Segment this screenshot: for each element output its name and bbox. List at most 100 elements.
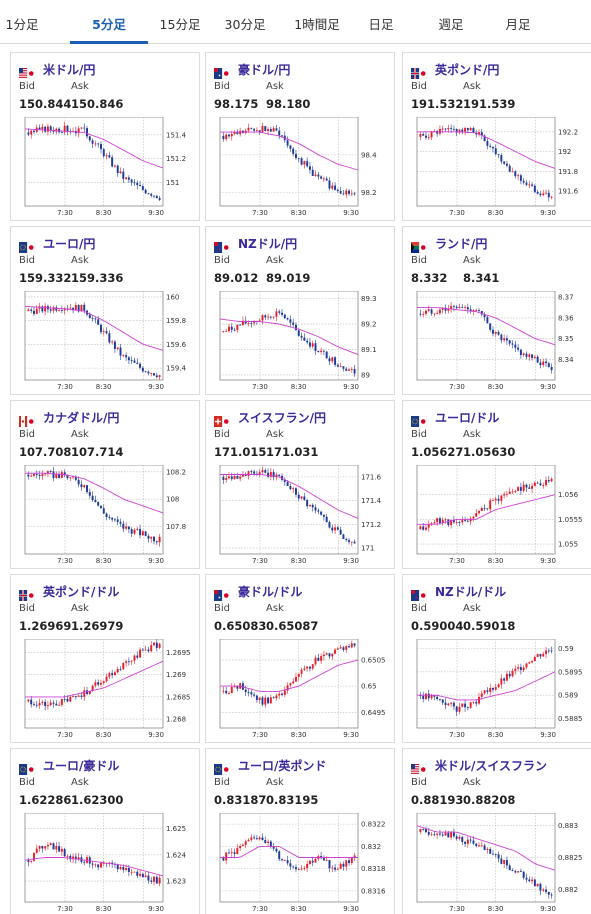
candlestick-chart[interactable]: 98.4 98.2 7:30 8:30 9:30 bbox=[206, 117, 396, 222]
pair-link[interactable]: スイスフラン/円 bbox=[214, 409, 327, 427]
pair-name[interactable]: NZドル/円 bbox=[238, 236, 298, 251]
candle-body bbox=[55, 703, 58, 706]
pair-link[interactable]: 英ポンド/ドル bbox=[19, 583, 120, 601]
pair-name[interactable]: 豪ドル/ドル bbox=[238, 584, 303, 599]
tab-3[interactable]: 30分足 bbox=[224, 17, 266, 32]
candle-body bbox=[522, 180, 525, 183]
x-tick-label: 9:30 bbox=[540, 209, 556, 217]
pair-link[interactable]: 英ポンド/円 bbox=[411, 61, 500, 79]
pair-name[interactable]: ユーロ/円 bbox=[43, 236, 96, 251]
rate-card[interactable]: NZドル/円 Bid Ask 89.012 89.019 89.3 89.2 89.1 89 7:… bbox=[205, 226, 395, 395]
rate-card[interactable]: 米ドル/スイスフラン Bid Ask 0.88193 0.88208 0.883 0.882… bbox=[402, 748, 591, 914]
pair-name[interactable]: スイスフラン/円 bbox=[238, 410, 327, 425]
candlestick-chart[interactable]: 8.37 8.36 8.35 8.34 7:30 8:30 9:30 bbox=[403, 291, 591, 396]
candle-body bbox=[250, 471, 253, 472]
candle-body bbox=[514, 490, 517, 492]
candle-body bbox=[222, 857, 225, 861]
candle-body bbox=[466, 307, 469, 310]
candle-body bbox=[295, 676, 297, 682]
x-tick-label: 9:30 bbox=[540, 905, 556, 913]
rate-card[interactable]: ランド/円 Bid Ask 8.332 8.341 8.37 8.36 8.35 8.34 7:3… bbox=[402, 226, 591, 395]
pair-link[interactable]: 米ドル/スイスフラン bbox=[411, 757, 548, 775]
candlestick-chart[interactable]: 0.59 0.5895 0.589 0.5885 7:30 8:30 9:30 bbox=[403, 639, 591, 744]
candle-body bbox=[478, 696, 480, 704]
candle-body bbox=[33, 852, 35, 861]
tab-1[interactable]: 5分足 bbox=[70, 0, 148, 44]
tab-2[interactable]: 15分足 bbox=[159, 17, 201, 32]
tab-5[interactable]: 日足 bbox=[368, 17, 394, 32]
candlestick-chart[interactable]: 0.883 0.8825 0.882 7:30 8:30 9:30 bbox=[403, 813, 591, 914]
pair-name[interactable]: ユーロ/豪ドル bbox=[43, 758, 120, 773]
candle-body bbox=[264, 315, 267, 318]
candle-body bbox=[264, 470, 267, 473]
candlestick-chart[interactable]: 171.6 171.4 171.2 171 7:30 8:30 9:30 bbox=[206, 465, 396, 570]
rate-card[interactable]: 英ポンド/ドル Bid Ask 1.26969 1.26979 1.2695 1.269 1.… bbox=[10, 574, 200, 743]
rate-card[interactable]: 豪ドル/円 Bid Ask 98.175 98.180 98.4 98.2 7:30 8:30 9… bbox=[205, 52, 395, 221]
rate-card[interactable]: ユーロ/ドル Bid Ask 1.05627 1.05630 1.056 1.0555 1.0… bbox=[402, 400, 591, 569]
tab-4[interactable]: 1時間足 bbox=[294, 17, 340, 32]
candle-body bbox=[233, 476, 236, 480]
tab-0[interactable]: 1分足 bbox=[5, 17, 39, 32]
candlestick-chart[interactable]: 151.4 151.2 151 7:30 8:30 9:30 bbox=[11, 117, 201, 222]
ask-value: 0.83195 bbox=[266, 793, 319, 807]
pair-name[interactable]: 米ドル/スイスフラン bbox=[435, 758, 548, 773]
rate-card[interactable]: スイスフラン/円 Bid Ask 171.015 171.031 171.6 171.4 17… bbox=[205, 400, 395, 569]
candle-body bbox=[472, 516, 475, 519]
candlestick-chart[interactable]: 89.3 89.2 89.1 89 7:30 8:30 9:30 bbox=[206, 291, 396, 396]
pair-link[interactable]: 豪ドル/ドル bbox=[214, 583, 303, 601]
flag-eu-icon bbox=[19, 760, 36, 775]
pair-link[interactable]: ユーロ/円 bbox=[19, 235, 96, 253]
candle-body bbox=[492, 853, 494, 855]
bid-value: 0.59004 bbox=[411, 619, 464, 633]
pair-link[interactable]: ランド/円 bbox=[411, 235, 488, 253]
pair-link[interactable]: ユーロ/ドル bbox=[411, 409, 500, 427]
pair-link[interactable]: 豪ドル/円 bbox=[214, 61, 291, 79]
pair-link[interactable]: ユーロ/豪ドル bbox=[19, 757, 120, 775]
candle-body bbox=[52, 307, 55, 311]
candle-body bbox=[116, 668, 119, 673]
rate-card[interactable]: ユーロ/英ポンド Bid Ask 0.83187 0.83195 0.8322 0.832 0… bbox=[205, 748, 395, 914]
pair-link[interactable]: カナダドル/円 bbox=[19, 409, 120, 427]
candlestick-chart[interactable]: 0.8322 0.832 0.8318 0.8316 7:30 8:30 9:30 bbox=[206, 813, 396, 914]
pair-link[interactable]: NZドル/円 bbox=[214, 235, 298, 253]
candle-body bbox=[144, 189, 147, 194]
candle-body bbox=[91, 318, 94, 320]
tab-6[interactable]: 週足 bbox=[438, 17, 464, 32]
tab-7[interactable]: 月足 bbox=[505, 17, 531, 32]
rate-card[interactable]: NZドル/ドル Bid Ask 0.59004 0.59018 0.59 0.5895 0.5… bbox=[402, 574, 591, 743]
pair-name[interactable]: ユーロ/英ポンド bbox=[238, 758, 327, 773]
rate-card[interactable]: 豪ドル/ドル Bid Ask 0.65083 0.65087 0.6505 0.65 0.64… bbox=[205, 574, 395, 743]
pair-name[interactable]: NZドル/ドル bbox=[435, 584, 507, 599]
candle-body bbox=[241, 683, 244, 690]
pair-name[interactable]: 豪ドル/円 bbox=[238, 62, 291, 77]
candlestick-chart[interactable]: 0.6505 0.65 0.6495 7:30 8:30 9:30 bbox=[206, 639, 396, 744]
pair-link[interactable]: 米ドル/円 bbox=[19, 61, 96, 79]
candle-body bbox=[422, 313, 425, 315]
candle-body bbox=[311, 860, 314, 863]
candle-body bbox=[517, 487, 520, 491]
candle-body bbox=[33, 130, 35, 132]
rate-card[interactable]: 米ドル/円 Bid Ask 150.844 150.846 151.4 151.2 151 7:… bbox=[10, 52, 200, 221]
pair-name[interactable]: 英ポンド/ドル bbox=[43, 584, 120, 599]
pair-name[interactable]: 英ポンド/円 bbox=[435, 62, 500, 77]
candlestick-chart[interactable]: 1.2695 1.269 1.2685 1.268 7:30 8:30 9:30 bbox=[11, 639, 201, 744]
rate-card[interactable]: ユーロ/円 Bid Ask 159.332 159.336 160 159.8 159.6 15… bbox=[10, 226, 200, 395]
pair-name[interactable]: ユーロ/ドル bbox=[435, 410, 500, 425]
candle-body bbox=[255, 695, 258, 700]
rate-card[interactable]: 英ポンド/円 Bid Ask 191.532 191.539 192.2 192 191.8 1… bbox=[402, 52, 591, 221]
candlestick-chart[interactable]: 108.2 108 107.8 7:30 8:30 9:30 bbox=[11, 465, 201, 570]
x-tick-label: 8:30 bbox=[96, 209, 112, 217]
candlestick-chart[interactable]: 1.056 1.0555 1.055 7:30 8:30 9:30 bbox=[403, 465, 591, 570]
rate-card[interactable]: カナダドル/円 Bid Ask 107.708 107.714 108.2 108 107.8… bbox=[10, 400, 200, 569]
candlestick-chart[interactable]: 192.2 192 191.8 191.6 7:30 8:30 9:30 bbox=[403, 117, 591, 222]
candlestick-chart[interactable]: 1.625 1.624 1.623 7:30 8:30 9:30 bbox=[11, 813, 201, 914]
pair-name[interactable]: カナダドル/円 bbox=[43, 410, 120, 425]
pair-name[interactable]: 米ドル/円 bbox=[43, 62, 96, 77]
pair-link[interactable]: ユーロ/英ポンド bbox=[214, 757, 327, 775]
candlestick-chart[interactable]: 160 159.8 159.6 159.4 7:30 8:30 9:30 bbox=[11, 291, 201, 396]
candle-body bbox=[339, 191, 342, 194]
rate-card[interactable]: ユーロ/豪ドル Bid Ask 1.62286 1.62300 1.625 1.624 1.6… bbox=[10, 748, 200, 914]
pair-link[interactable]: NZドル/ドル bbox=[411, 583, 507, 601]
x-tick-label: 7:30 bbox=[252, 731, 268, 739]
pair-name[interactable]: ランド/円 bbox=[435, 236, 488, 251]
